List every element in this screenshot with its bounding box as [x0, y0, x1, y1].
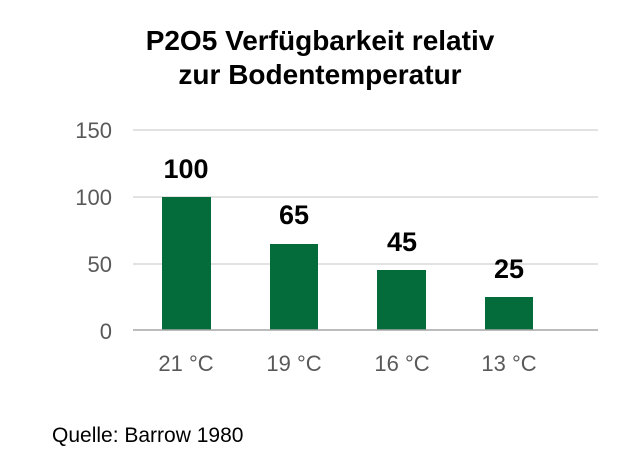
x-axis-labels: 21 °C 19 °C 16 °C 13 °C [158, 351, 536, 376]
bar-16c [377, 270, 426, 330]
data-label-19c: 65 [279, 200, 309, 230]
bar-21c [162, 197, 211, 330]
chart-title-line-1: P2O5 Verfügbarkeit relativ [145, 25, 495, 56]
data-label-13c: 25 [494, 254, 524, 284]
y-tick-100: 100 [75, 185, 112, 210]
x-label-16c: 16 °C [374, 351, 429, 376]
x-label-13c: 13 °C [481, 351, 536, 376]
y-tick-0: 0 [100, 319, 112, 344]
bar-19c [270, 244, 318, 330]
y-tick-50: 50 [88, 252, 112, 277]
y-tick-150: 150 [75, 118, 112, 143]
y-axis-ticks: 150 100 50 0 [75, 118, 112, 344]
bars [162, 197, 533, 330]
bar-13c [485, 297, 533, 330]
x-label-19c: 19 °C [266, 351, 321, 376]
x-label-21c: 21 °C [158, 351, 213, 376]
data-labels: 100 65 45 25 [163, 154, 524, 284]
chart-title-line-2: zur Bodentemperatur [178, 59, 462, 90]
data-label-16c: 45 [387, 227, 417, 257]
data-label-21c: 100 [163, 154, 208, 184]
source-citation: Quelle: Barrow 1980 [52, 424, 244, 447]
